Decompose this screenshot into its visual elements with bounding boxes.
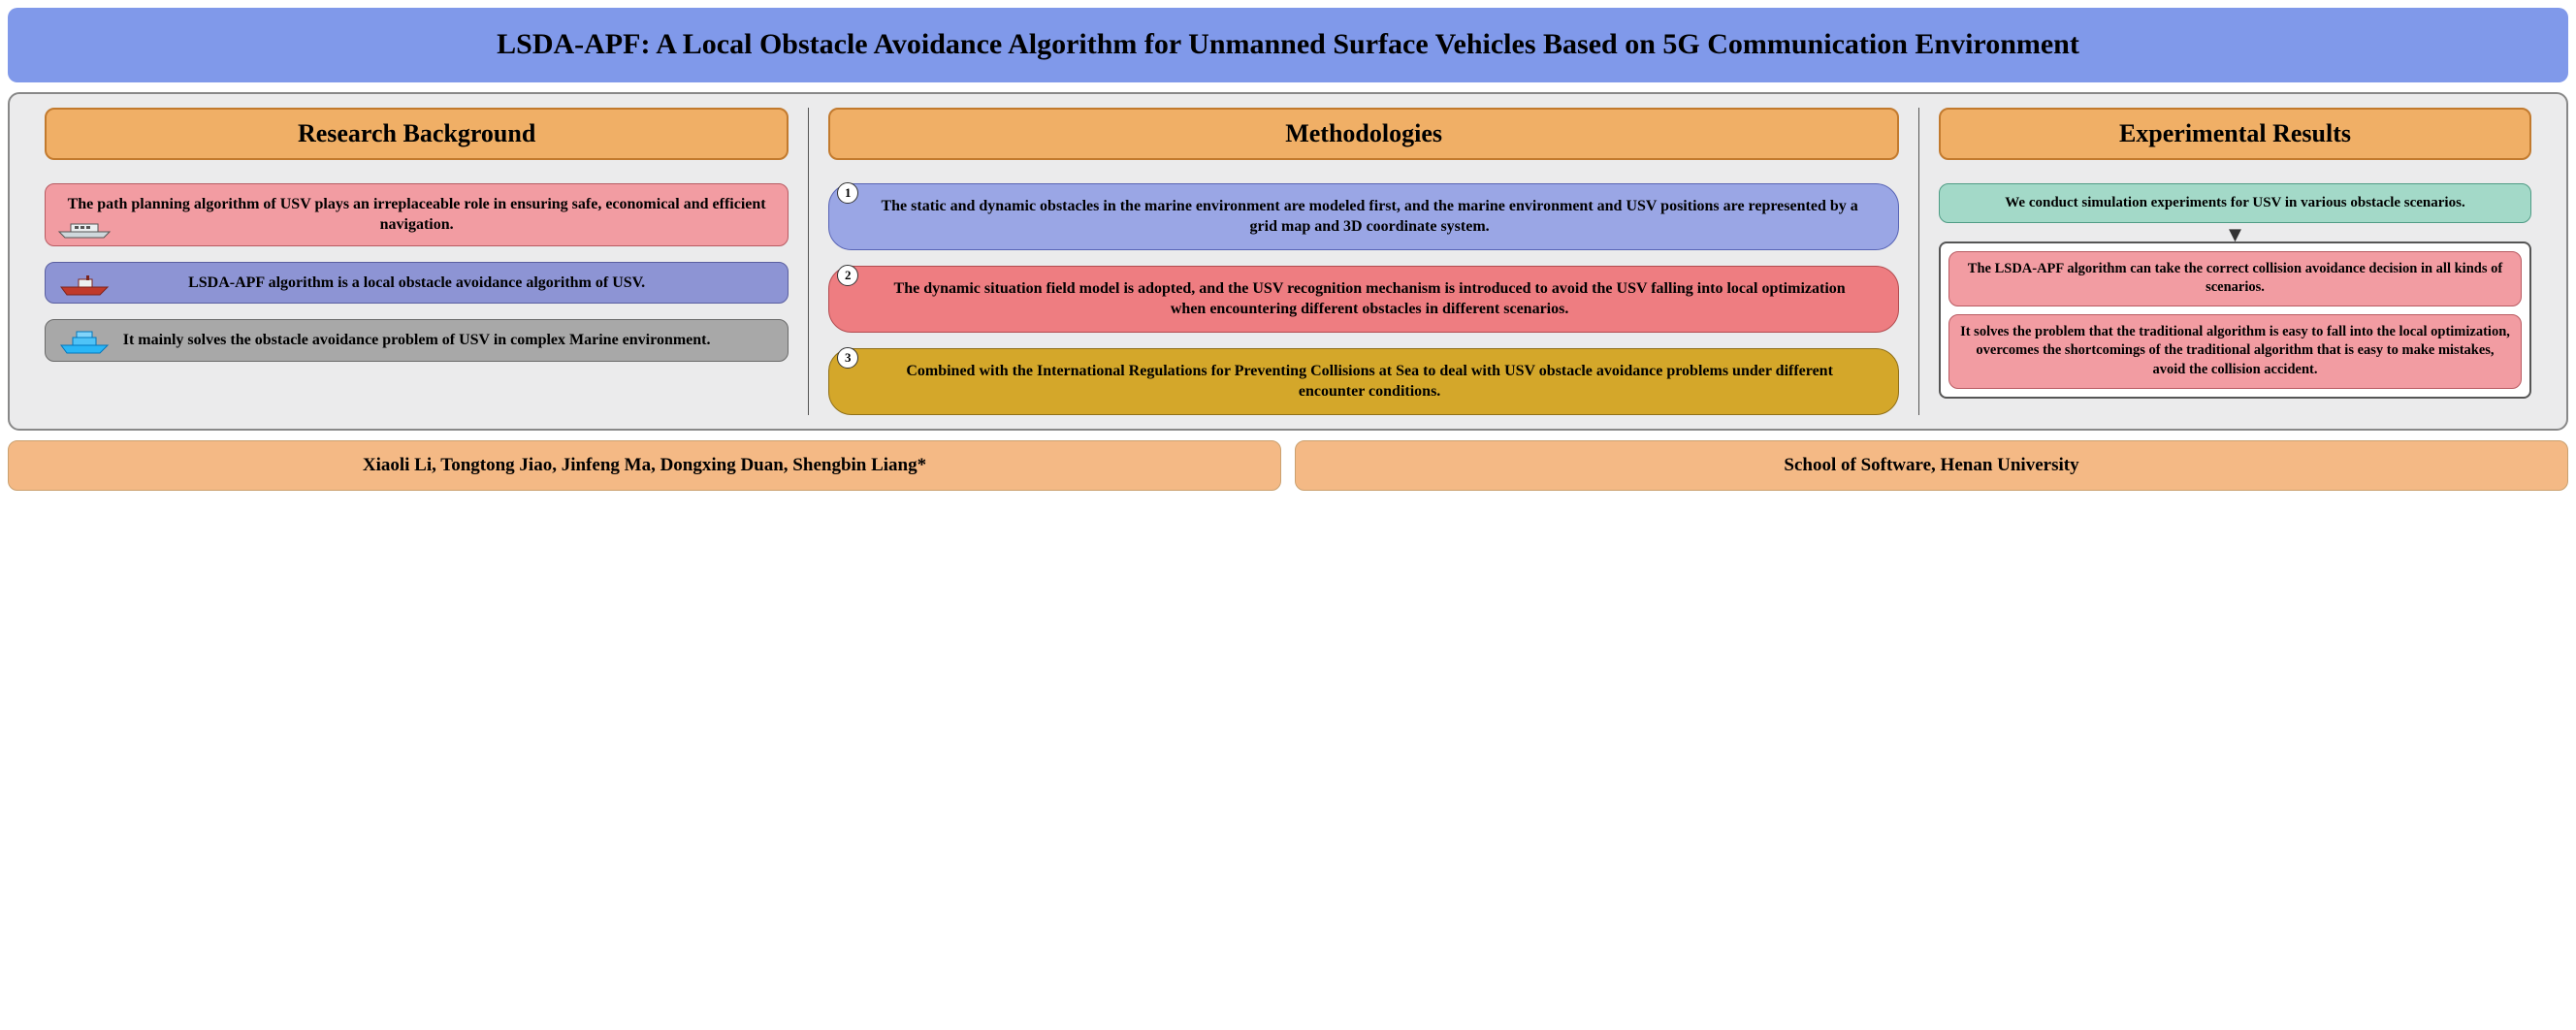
- main-panel: Research Background The path planning al…: [8, 92, 2568, 432]
- method-badge-3: 3: [837, 347, 858, 369]
- title-text: LSDA-APF: A Local Obstacle Avoidance Alg…: [497, 28, 2079, 60]
- bg-item-2-text: LSDA-APF algorithm is a local obstacle a…: [188, 274, 645, 291]
- header-background-text: Research Background: [298, 119, 535, 147]
- method-item-1: 1 The static and dynamic obstacles in th…: [828, 183, 1899, 250]
- column-methodologies: Methodologies 1 The static and dynamic o…: [808, 108, 1919, 416]
- bg-item-2: LSDA-APF algorithm is a local obstacle a…: [45, 262, 789, 305]
- results-point-1-text: The LSDA-APF algorithm can take the corr…: [1968, 261, 2502, 296]
- footer-authors-text: Xiaoli Li, Tongtong Jiao, Jinfeng Ma, Do…: [363, 455, 926, 475]
- footer-affiliation: School of Software, Henan University: [1295, 440, 2568, 491]
- column-results: Experimental Results We conduct simulati…: [1919, 108, 2551, 416]
- bg-item-3-text: It mainly solves the obstacle avoidance …: [123, 332, 711, 348]
- results-frame: The LSDA-APF algorithm can take the corr…: [1939, 241, 2531, 399]
- ship-gray-icon: [57, 216, 112, 240]
- method-text-2: The dynamic situation field model is ado…: [894, 280, 1846, 318]
- arrow-down-icon: ▼: [1939, 231, 2531, 240]
- results-point-2: It solves the problem that the tradition…: [1948, 314, 2522, 389]
- header-methodologies-text: Methodologies: [1285, 119, 1442, 147]
- header-results-text: Experimental Results: [2119, 119, 2351, 147]
- ship-red-icon: [57, 274, 112, 297]
- results-intro: We conduct simulation experiments for US…: [1939, 183, 2531, 224]
- title-banner: LSDA-APF: A Local Obstacle Avoidance Alg…: [8, 8, 2568, 82]
- results-intro-text: We conduct simulation experiments for US…: [2005, 195, 2464, 210]
- method-text-3: Combined with the International Regulati…: [906, 363, 1833, 401]
- bg-item-1-text: The path planning algorithm of USV plays…: [68, 196, 766, 234]
- header-methodologies: Methodologies: [828, 108, 1899, 160]
- header-results: Experimental Results: [1939, 108, 2531, 160]
- header-background: Research Background: [45, 108, 789, 160]
- results-point-1: The LSDA-APF algorithm can take the corr…: [1948, 251, 2522, 306]
- footer-affiliation-text: School of Software, Henan University: [1784, 455, 2078, 475]
- method-item-2: 2 The dynamic situation field model is a…: [828, 266, 1899, 333]
- footer-row: Xiaoli Li, Tongtong Jiao, Jinfeng Ma, Do…: [8, 440, 2568, 491]
- method-text-1: The static and dynamic obstacles in the …: [881, 198, 1857, 236]
- method-badge-1: 1: [837, 182, 858, 204]
- ship-blue-icon: [57, 330, 112, 355]
- bg-item-1: The path planning algorithm of USV plays…: [45, 183, 789, 246]
- method-badge-2: 2: [837, 265, 858, 286]
- poster-canvas: LSDA-APF: A Local Obstacle Avoidance Alg…: [8, 8, 2568, 491]
- bg-item-3: It mainly solves the obstacle avoidance …: [45, 319, 789, 362]
- results-point-2-text: It solves the problem that the tradition…: [1960, 324, 2510, 377]
- column-background: Research Background The path planning al…: [25, 108, 808, 416]
- footer-authors: Xiaoli Li, Tongtong Jiao, Jinfeng Ma, Do…: [8, 440, 1281, 491]
- method-item-3: 3 Combined with the International Regula…: [828, 348, 1899, 415]
